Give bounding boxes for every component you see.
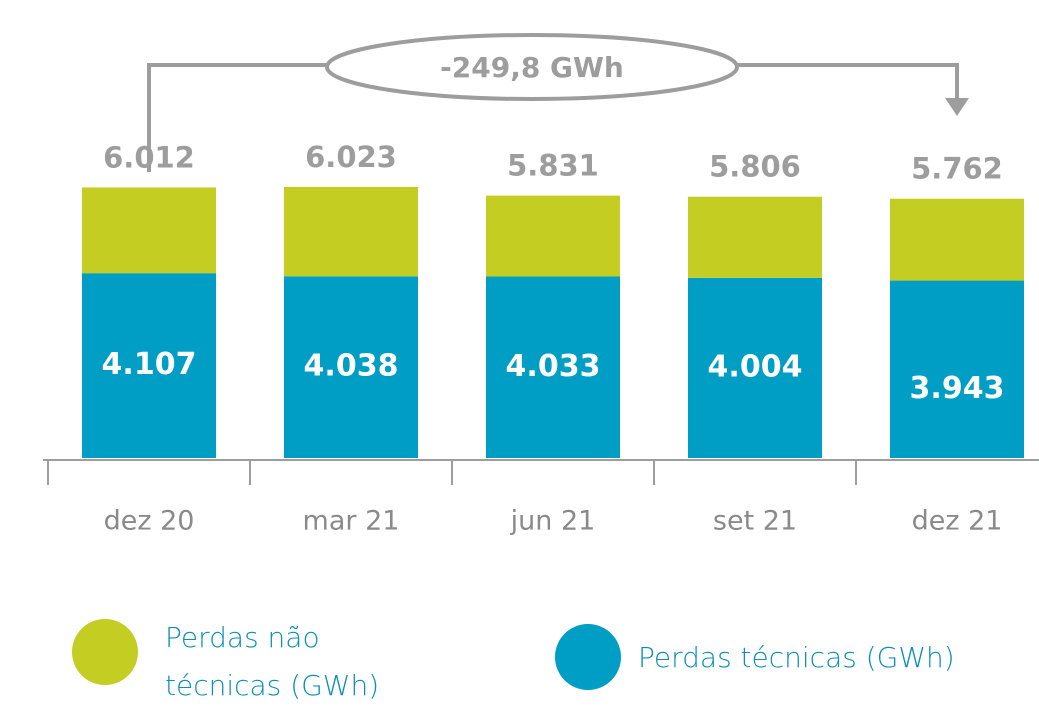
bar-segment [486, 195, 620, 277]
bar-segment [284, 276, 418, 458]
x-tick-label: set 21 [713, 506, 797, 537]
bar-segment [486, 276, 620, 458]
bar-segment [890, 280, 1024, 458]
legend-swatch [555, 624, 621, 690]
bar-segment [284, 186, 418, 277]
bar-segment [688, 196, 822, 278]
value-label: 4.038 [304, 349, 399, 384]
total-label: 5.831 [507, 149, 599, 183]
legend-label: Perdas técnicas (GWh) [638, 641, 955, 674]
annotation: -249,8 GWh [440, 51, 624, 84]
bar-segment [82, 273, 216, 458]
total-label: 5.762 [911, 152, 1003, 186]
legend-label: Perdas não técnicas (GWh) [165, 621, 380, 702]
value-label: 3.943 [910, 371, 1005, 406]
x-tick-label: dez 21 [912, 506, 1003, 537]
x-tick-label: jun 21 [510, 506, 596, 537]
total-label: 6.023 [305, 140, 397, 174]
legend-swatch [72, 619, 138, 685]
bar-segment [890, 198, 1024, 281]
total-label: 5.806 [709, 150, 801, 184]
value-label: 4.004 [708, 349, 803, 384]
x-tick-label: mar 21 [303, 506, 400, 537]
value-label: 4.033 [506, 349, 601, 384]
bar-segment [82, 187, 216, 274]
total-label: 6.012 [103, 140, 195, 174]
arrow-head [945, 98, 969, 116]
annotation-bubble [325, 33, 739, 101]
value-label: 4.107 [102, 347, 197, 382]
x-tick-label: dez 20 [104, 506, 195, 537]
bar-segment [688, 277, 822, 458]
